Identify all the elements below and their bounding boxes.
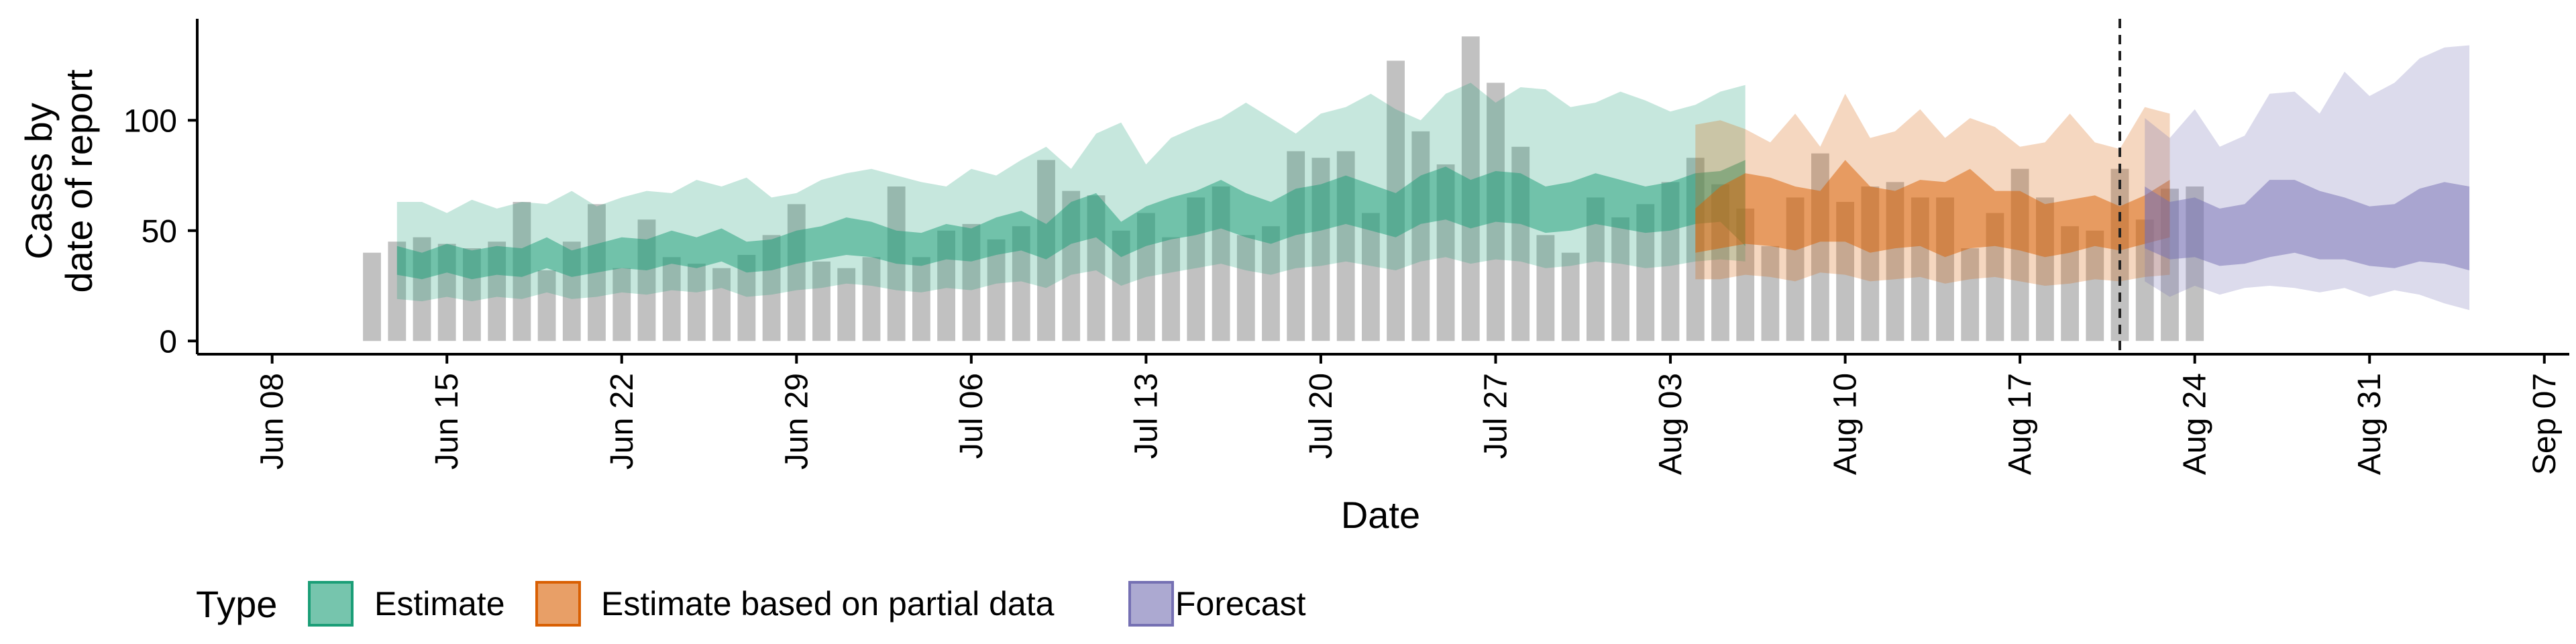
reported-cases-bar (1611, 217, 1629, 341)
reported-cases-bar (1536, 235, 1555, 341)
reported-cases-bar (862, 257, 881, 341)
x-tick-label: Aug 17 (2002, 373, 2038, 475)
legend-title: Type (196, 583, 277, 625)
y-ticks: 0 50 100 (123, 103, 197, 360)
y-axis-title-line2: date of report (58, 69, 100, 293)
y-axis: 0 50 100 (123, 19, 199, 360)
x-tick-label: Aug 10 (1828, 373, 1864, 475)
x-tick-label: Jul 20 (1303, 373, 1339, 459)
legend-label-estimate: Estimate (374, 585, 505, 623)
legend: Type Estimate Estimate based on partial … (196, 581, 1306, 627)
reported-cases-bar (662, 257, 681, 341)
reported-cases-bar (837, 268, 856, 341)
y-tick-label: 100 (123, 103, 177, 139)
x-tick-label: Aug 03 (1653, 373, 1688, 475)
reported-cases-bar (1411, 131, 1430, 341)
legend-label-forecast: Forecast (1175, 585, 1306, 623)
forecast-band-50 (2145, 180, 2470, 270)
reported-cases-bar (1961, 248, 1980, 341)
forecast-band-90 (2145, 45, 2470, 311)
x-tick-label: Jun 15 (429, 373, 465, 470)
x-tick-label: Jul 13 (1128, 373, 1164, 459)
reported-cases-bar (1287, 151, 1305, 341)
reported-cases-bar (712, 268, 731, 341)
estimate-bands (396, 45, 2470, 311)
estimate-based-on-partial-data-band-50 (1695, 160, 2170, 258)
estimate-band-50 (396, 160, 1746, 280)
legend-label-partial: Estimate based on partial data (601, 585, 1055, 623)
x-axis-title: Date (1341, 494, 1420, 536)
reported-cases-bar (1236, 235, 1255, 341)
y-tick-label: 50 (142, 214, 177, 250)
reported-cases-bar (363, 252, 381, 341)
reported-cases-bar (787, 204, 806, 341)
reported-cases-bar (2086, 230, 2104, 341)
legend-key-partial (535, 581, 581, 627)
reported-cases-bar (1262, 226, 1280, 341)
x-tick-label: Aug 24 (2178, 373, 2213, 475)
x-tick-label: Sep 07 (2527, 373, 2563, 475)
reported-cases-bar (812, 261, 830, 341)
reported-cases-bar (1561, 252, 1580, 341)
reported-cases-bar (1761, 246, 1780, 341)
x-tick-label: Jul 27 (1479, 373, 1514, 459)
x-tick-label: Jul 06 (954, 373, 989, 459)
x-tick-label: Jun 22 (604, 373, 640, 470)
reported-cases-bar (912, 257, 930, 341)
reported-cases-bar (688, 264, 706, 341)
x-axis: Jun 08 Jun 15 Jun 22 Jun 29 Jul 06 Jul 13 Jul … (197, 353, 2569, 475)
x-tick-label: Jun 08 (255, 373, 290, 470)
y-tick-label: 0 (159, 324, 177, 360)
x-ticks: Jun 08 Jun 15 Jun 22 Jun 29 Jul 06 Jul 13 Jul … (255, 354, 2563, 475)
legend-key-estimate (308, 581, 354, 627)
x-tick-label: Jun 29 (779, 373, 814, 470)
reported-cases-bar (1162, 237, 1180, 341)
reported-cases-bar (612, 268, 631, 341)
reported-cases-bar (537, 270, 556, 341)
reported-cases-bar (1362, 213, 1380, 341)
x-tick-label: Aug 31 (2352, 373, 2387, 475)
y-axis-title-line1: Cases by (17, 103, 60, 259)
legend-key-forecast (1128, 581, 1174, 627)
